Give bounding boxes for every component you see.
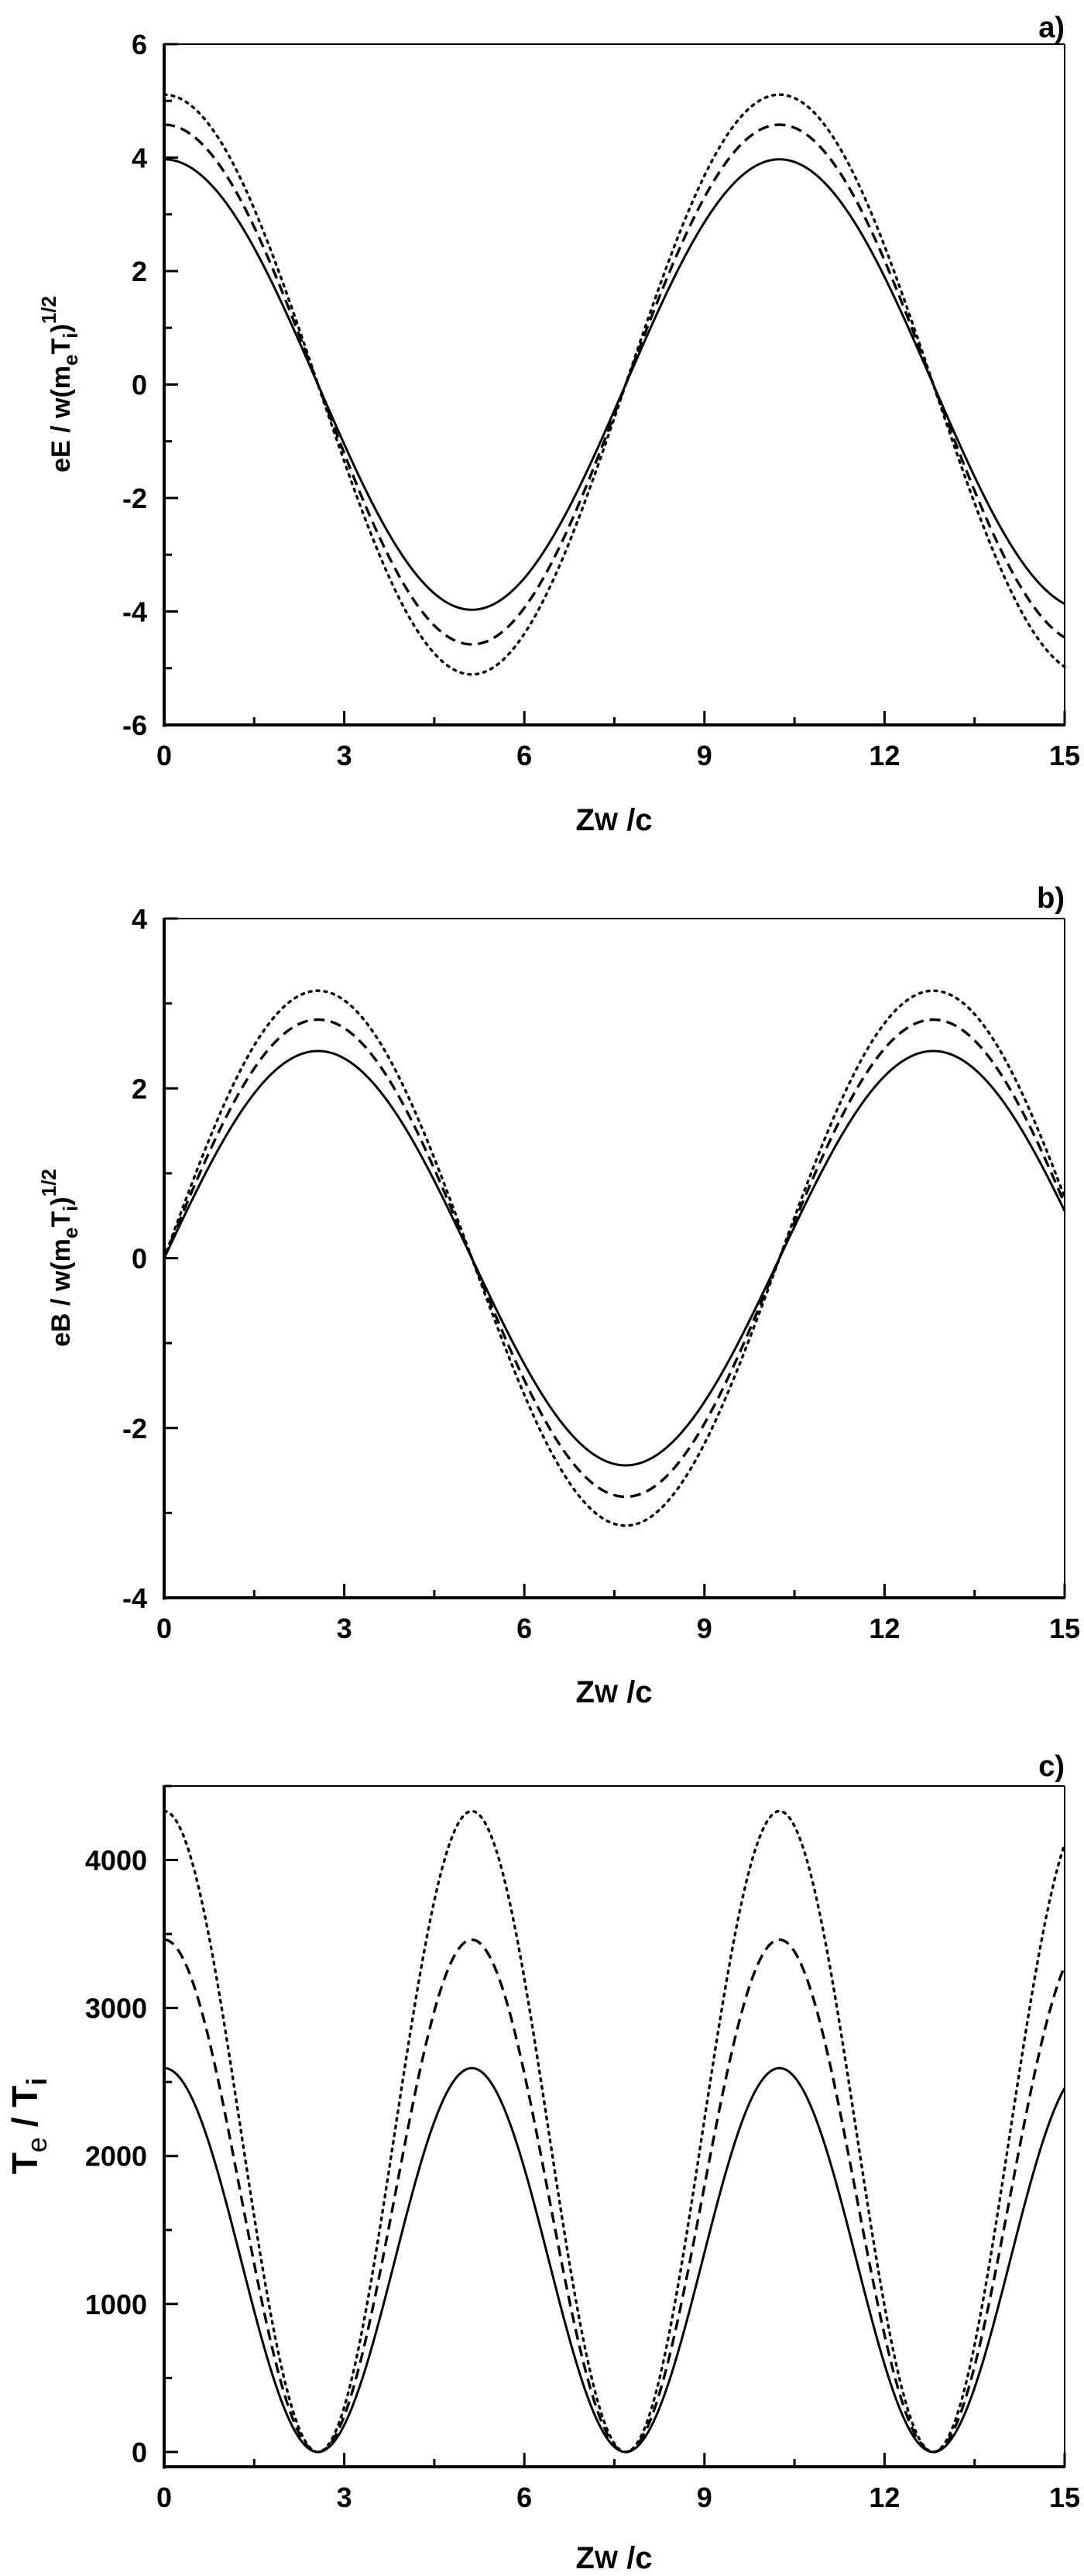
series-dotted-line xyxy=(163,93,1066,676)
y-tick-label: 0 xyxy=(132,369,147,401)
panel-b-plot: b) 0 3 6 9 12 15 -4 -2 0 2 4 ZW /c eB / w(meTi)1/2 xyxy=(37,882,1080,1709)
x-tick-label: 6 xyxy=(516,2482,532,2513)
y-axis-title: eE / w(meTi)1/2 xyxy=(37,296,82,472)
x-axis-title: ZW /c xyxy=(575,803,652,837)
y-tick-label: 4 xyxy=(132,143,147,174)
series-dotted-line xyxy=(163,1809,1066,2454)
y-tick-label: -6 xyxy=(122,709,147,741)
x-tick-label: 12 xyxy=(869,2482,900,2513)
y-tick-label: 0 xyxy=(132,1243,147,1275)
y-tick-label: -2 xyxy=(122,483,147,514)
x-tick-label: 9 xyxy=(697,2482,712,2513)
y-tick-label: -4 xyxy=(122,1582,147,1614)
x-tick-label: 3 xyxy=(337,2482,352,2513)
x-tick-label: 0 xyxy=(156,2482,172,2513)
y-tick-label: 4000 xyxy=(85,1845,147,1877)
x-tick-label: 12 xyxy=(869,740,900,771)
curves xyxy=(163,989,1066,1527)
y-tick-label: 0 xyxy=(132,2437,147,2468)
series-solid-line xyxy=(163,1049,1066,1467)
series-dotted-line xyxy=(163,989,1066,1527)
y-tick-label: 3000 xyxy=(85,1993,147,2025)
series-dashed-line xyxy=(163,1938,1066,2454)
y-tick-label: 1000 xyxy=(85,2289,147,2320)
panel-label: c) xyxy=(1038,1750,1065,1783)
y-axis-title: eB / w(meTi)1/2 xyxy=(37,1169,82,1347)
y-tick-label: 6 xyxy=(132,29,147,60)
x-tick-label: 15 xyxy=(1049,740,1080,771)
y-tick-label: 2000 xyxy=(85,2141,147,2172)
x-axis-title: ZW /c xyxy=(575,2541,652,2575)
axes: 0 3 6 9 12 15 -6 -4 -2 0 2 4 6 xyxy=(122,29,1080,771)
y-tick-label: 2 xyxy=(132,256,147,287)
y-tick-label: 2 xyxy=(132,1073,147,1104)
y-tick-label: 4 xyxy=(132,903,147,935)
y-axis-title: Te / Ti xyxy=(5,2078,53,2175)
series-dashed-line xyxy=(163,123,1065,646)
y-tick-label: -2 xyxy=(122,1413,147,1444)
x-tick-label: 3 xyxy=(337,1613,352,1644)
x-tick-label: 3 xyxy=(337,740,352,771)
curves xyxy=(163,93,1066,676)
x-tick-label: 9 xyxy=(697,1613,712,1644)
panel-c-plot: c) 0 3 6 9 12 15 0 1000 2000 3000 4000 ZW /c Te / … xyxy=(5,1750,1080,2575)
panel-label: b) xyxy=(1037,882,1065,915)
curves xyxy=(163,1809,1066,2454)
x-tick-label: 0 xyxy=(156,740,172,771)
axes: 0 3 6 9 12 15 -4 -2 0 2 4 xyxy=(122,903,1080,1644)
x-tick-label: 15 xyxy=(1049,2482,1080,2513)
series-solid-line xyxy=(163,158,1065,611)
x-tick-label: 6 xyxy=(516,1613,532,1644)
y-tick-label: -4 xyxy=(122,596,147,628)
series-dashed-line xyxy=(163,1018,1066,1499)
x-tick-label: 6 xyxy=(516,740,532,771)
x-tick-label: 0 xyxy=(156,1613,172,1644)
x-tick-label: 15 xyxy=(1049,1613,1080,1644)
panel-label: a) xyxy=(1038,12,1065,44)
x-tick-label: 9 xyxy=(697,740,712,771)
series-solid-line xyxy=(163,2066,1066,2454)
axes: 0 3 6 9 12 15 0 1000 2000 3000 4000 xyxy=(85,1784,1080,2513)
x-tick-label: 12 xyxy=(869,1613,900,1644)
x-axis-title: ZW /c xyxy=(575,1675,652,1709)
panel-a-plot: a) 0 3 6 9 12 15 -6 -4 -2 0 2 4 6 ZW /c eE / w(meTi)… xyxy=(37,12,1080,837)
